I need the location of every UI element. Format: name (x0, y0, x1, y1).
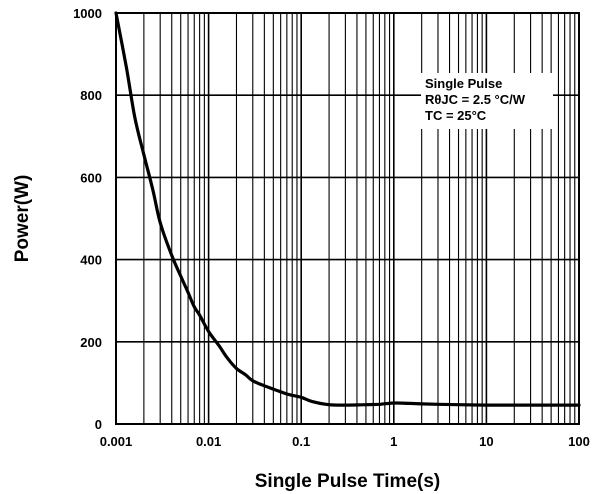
x-axis-label: Single Pulse Time(s) (255, 471, 440, 492)
annotation-line-1: Single Pulse (425, 76, 502, 91)
annotation-line-2: RθJC = 2.5 °C/W (425, 92, 526, 107)
y-tick-label: 600 (80, 170, 102, 185)
x-tick-label: 100 (568, 434, 590, 449)
y-tick-label: 400 (80, 253, 102, 268)
x-tick-label: 0.1 (292, 434, 310, 449)
y-tick-label: 1000 (73, 6, 102, 21)
x-tick-label: 1 (390, 434, 397, 449)
annotation-box: Single Pulse RθJC = 2.5 °C/W TC = 25°C (421, 73, 553, 129)
x-tick-label: 0.01 (196, 434, 221, 449)
y-tick-label: 200 (80, 335, 102, 350)
x-tick-label: 0.001 (100, 434, 133, 449)
x-tick-label: 10 (479, 434, 493, 449)
y-tick-label: 0 (95, 417, 102, 432)
annotation-background (421, 73, 553, 129)
y-tick-label: 800 (80, 88, 102, 103)
series-layer (114, 11, 581, 407)
plot-area-border (115, 12, 580, 425)
series-line (114, 11, 581, 407)
y-axis-label: Power(W) (12, 175, 33, 263)
annotation-line-3: TC = 25°C (425, 108, 487, 123)
